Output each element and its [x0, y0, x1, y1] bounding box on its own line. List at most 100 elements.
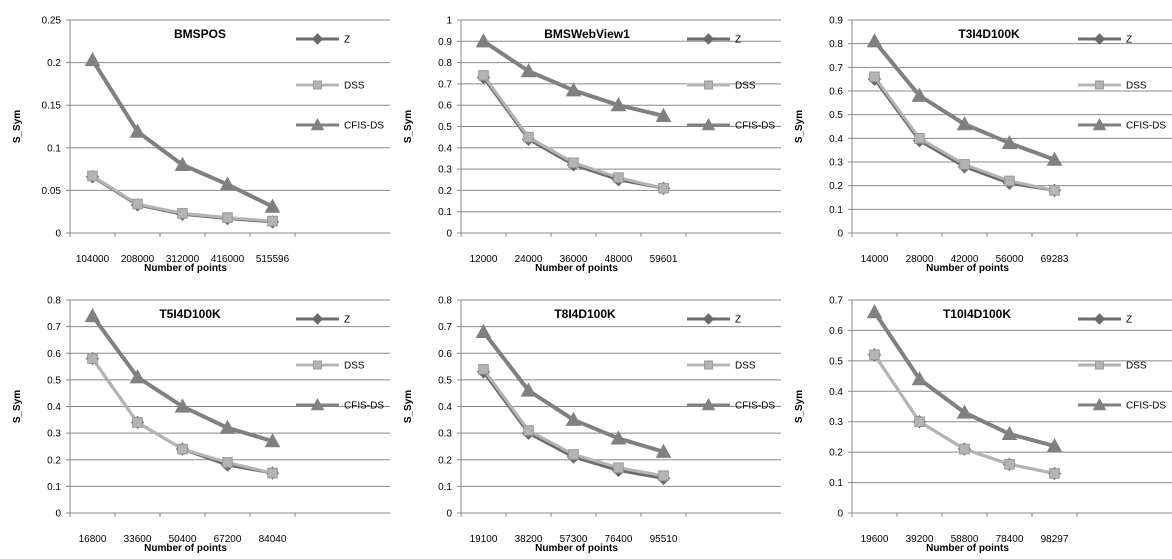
- legend-label: Z: [735, 35, 741, 46]
- y-axis-label: S_Sym: [794, 390, 805, 423]
- data-point-cfis-ds: [565, 411, 582, 426]
- legend-label: DSS: [735, 81, 756, 92]
- y-tick-label: 0: [55, 229, 61, 240]
- y-tick-label: 0.2: [438, 186, 452, 197]
- series-dss: [869, 71, 1060, 196]
- data-point-cfis-ds: [520, 382, 537, 397]
- legend-item-z: Z: [687, 313, 741, 326]
- x-axis-label: Number of points: [144, 263, 227, 274]
- legend-item-z: Z: [296, 313, 350, 326]
- y-tick-label: 0.5: [829, 356, 843, 367]
- data-point-dss: [1004, 175, 1015, 187]
- x-tick-label: 36000: [560, 254, 588, 265]
- data-point-dss: [177, 208, 188, 219]
- series-line-cfis-ds: [872, 311, 1056, 448]
- y-tick-label: 0.3: [438, 429, 452, 440]
- x-tick-label: 208000: [121, 254, 155, 265]
- legend-label: DSS: [344, 81, 365, 92]
- data-point-dss: [87, 353, 98, 364]
- x-tick-label: 59601: [650, 254, 678, 265]
- legend-marker: [313, 360, 322, 370]
- y-tick-label: 0.05: [42, 186, 62, 197]
- legend-item-cfis-ds: CFIS-DS: [296, 397, 384, 412]
- x-tick-label: 39200: [906, 534, 934, 545]
- y-tick-label: 0.2: [829, 181, 843, 192]
- legend-marker: [1095, 360, 1104, 370]
- legend-item-dss: DSS: [687, 360, 756, 372]
- x-tick-label: 33600: [124, 534, 152, 545]
- data-point-dss: [959, 159, 970, 170]
- legend-label: CFIS-DS: [735, 401, 775, 412]
- series-cfis-ds: [84, 307, 281, 448]
- y-tick-label: 0.1: [47, 482, 61, 493]
- x-tick-label: 50400: [169, 534, 197, 545]
- x-tick-label: 416000: [211, 254, 245, 265]
- legend-item-z: Z: [1078, 313, 1132, 326]
- legend-item-cfis-ds: CFIS-DS: [687, 117, 775, 132]
- y-tick-label: 0.2: [47, 58, 61, 69]
- y-tick-label: 0.1: [47, 143, 61, 154]
- data-point-dss: [914, 133, 925, 144]
- legend-marker: [1092, 397, 1107, 411]
- data-point-cfis-ds: [956, 116, 973, 131]
- y-tick-label: 0.6: [829, 326, 843, 337]
- series-line-cfis-ds: [481, 330, 665, 454]
- x-tick-label: 56000: [996, 254, 1024, 265]
- data-point-dss: [658, 182, 669, 194]
- data-point-cfis-ds: [520, 63, 537, 78]
- y-tick-label: 0.9: [438, 37, 452, 48]
- legend-item-dss: DSS: [687, 80, 756, 92]
- y-tick-label: 0.5: [47, 375, 61, 386]
- x-tick-label: 67200: [214, 534, 242, 545]
- legend-item-dss: DSS: [1078, 360, 1147, 372]
- y-tick-label: 0: [446, 509, 452, 520]
- y-tick-label: 0.2: [438, 455, 452, 466]
- x-tick-label: 76400: [605, 534, 633, 545]
- data-point-dss: [523, 131, 534, 143]
- y-axis-label: S_Sym: [12, 390, 23, 423]
- x-tick-label: 69283: [1041, 254, 1069, 265]
- y-tick-label: 0.6: [438, 349, 452, 360]
- legend-marker: [1095, 80, 1104, 90]
- y-axis-label: S_Sym: [12, 110, 23, 143]
- legend-label: DSS: [735, 361, 756, 372]
- data-point-cfis-ds: [84, 307, 101, 323]
- data-point-cfis-ds: [610, 97, 627, 112]
- y-tick-label: 0.25: [42, 16, 62, 27]
- y-tick-label: 0.8: [438, 58, 452, 69]
- chart-panel-1: 0 0.1 0.2 0.3 0.4 0.5 0.6 0.7 0.8 0.9 1 12000 24000 3…: [391, 0, 781, 279]
- y-tick-label: 0.1: [829, 478, 843, 489]
- data-point-dss: [222, 212, 233, 223]
- data-point-cfis-ds: [264, 433, 281, 448]
- data-point-dss: [869, 349, 880, 361]
- legend-item-z: Z: [1078, 33, 1132, 46]
- x-tick-label: 24000: [515, 254, 543, 265]
- legend-label: Z: [1126, 35, 1132, 46]
- y-tick-label: 0.7: [829, 296, 843, 307]
- chart-title: T3I4D100K: [958, 27, 1020, 41]
- data-point-cfis-ds: [219, 176, 236, 191]
- y-tick-label: 0.7: [47, 322, 61, 333]
- data-point-cfis-ds: [655, 107, 672, 122]
- y-tick-label: 0.3: [829, 158, 843, 169]
- data-point-dss: [658, 470, 669, 482]
- data-point-cfis-ds: [219, 419, 236, 434]
- y-tick-label: 0.15: [42, 101, 62, 112]
- legend-marker: [702, 313, 715, 325]
- y-axis-label: S_Sym: [403, 110, 414, 143]
- data-point-dss: [1049, 468, 1060, 479]
- chart-svg: 0 0.05 0.1 0.15 0.2 0.25 104000 208000 312000 416…: [12, 16, 390, 274]
- data-point-cfis-ds: [1001, 425, 1018, 440]
- legend-marker: [702, 33, 715, 45]
- legend-marker: [701, 117, 716, 131]
- x-tick-label: 95510: [650, 534, 678, 545]
- legend-marker: [704, 360, 713, 370]
- data-point-dss: [1049, 185, 1060, 196]
- data-point-dss: [267, 215, 278, 227]
- x-tick-label: 84040: [259, 534, 287, 545]
- legend-item-cfis-ds: CFIS-DS: [687, 397, 775, 412]
- legend-item-z: Z: [687, 33, 741, 46]
- x-tick-label: 312000: [166, 254, 200, 265]
- x-tick-label: 57300: [560, 534, 588, 545]
